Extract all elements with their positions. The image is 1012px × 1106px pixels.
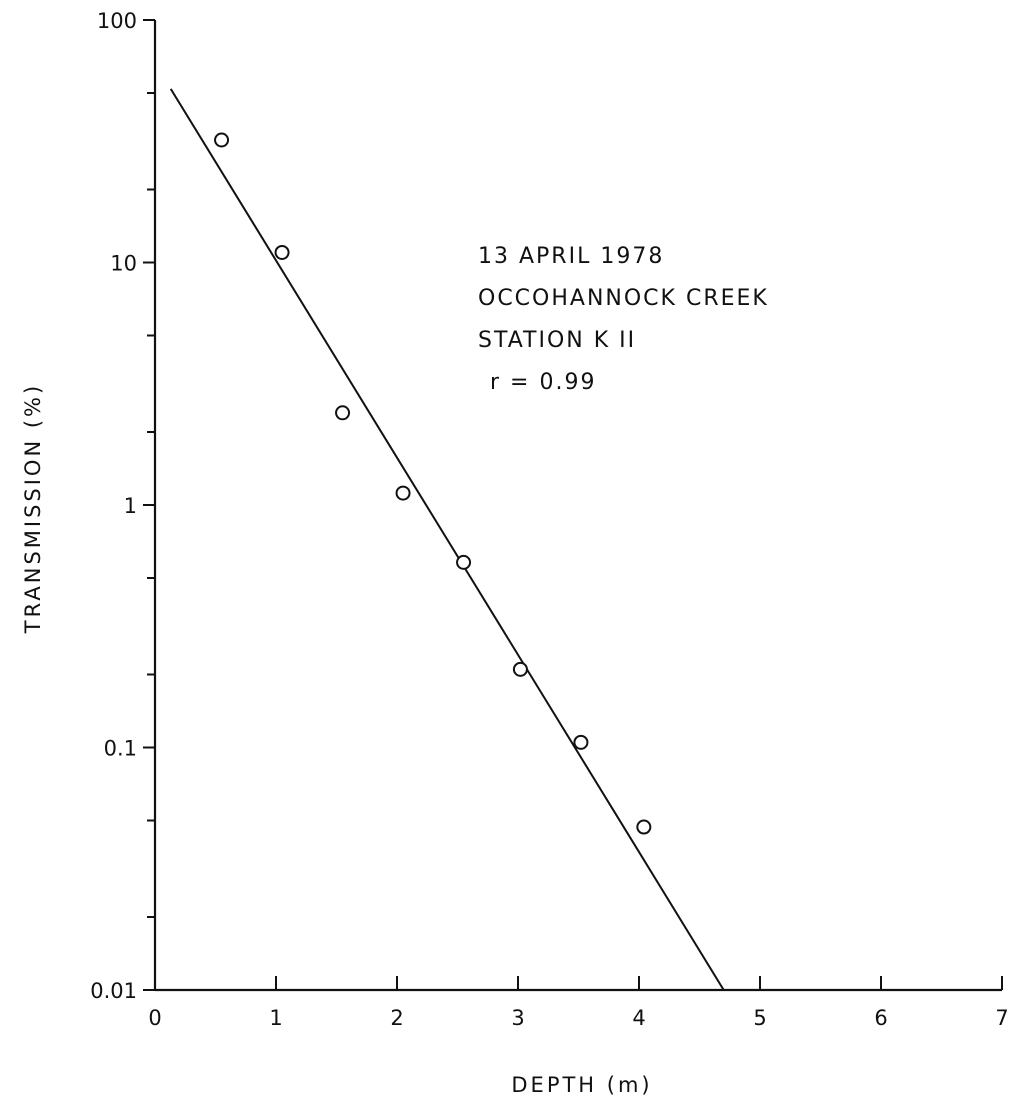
x-tick-label: 6 xyxy=(874,1006,887,1030)
y-tick-label: 1 xyxy=(124,494,137,518)
y-tick-label: 0.1 xyxy=(104,737,137,761)
tick-labels: 0 1 2 3 4 5 6 7 100 10 1 0.1 0.01 xyxy=(90,9,1008,1030)
x-tick-label: 2 xyxy=(390,1006,403,1030)
x-tick-label: 1 xyxy=(269,1006,282,1030)
data-point xyxy=(636,819,652,835)
x-tick-label: 0 xyxy=(148,1006,161,1030)
annotation-line-correlation: r = 0.99 xyxy=(490,370,596,395)
x-axis-title: DEPTH (m) xyxy=(511,1073,652,1097)
y-axis-title: TRANSMISSION (%) xyxy=(21,383,45,634)
x-tick-label: 4 xyxy=(632,1006,645,1030)
annotation-line-date: 13 APRIL 1978 xyxy=(478,244,664,269)
x-tick-label: 3 xyxy=(511,1006,524,1030)
axes xyxy=(143,19,1003,992)
x-tick-label: 5 xyxy=(753,1006,766,1030)
data-points xyxy=(214,132,652,835)
data-point xyxy=(395,485,411,501)
annotation-line-location: OCCOHANNOCK CREEK xyxy=(478,286,769,311)
data-point xyxy=(456,554,472,570)
regression-line xyxy=(169,88,725,991)
annotation-line-station: STATION K II xyxy=(478,328,636,353)
y-tick-label: 10 xyxy=(110,252,137,276)
data-point xyxy=(573,734,589,750)
x-tick-label: 7 xyxy=(995,1006,1008,1030)
fit-line-group xyxy=(169,88,725,991)
data-point xyxy=(335,405,351,421)
y-tick-label: 100 xyxy=(97,9,137,33)
data-point xyxy=(274,244,290,260)
annotation-block: 13 APRIL 1978 OCCOHANNOCK CREEK STATION … xyxy=(478,244,769,395)
data-point xyxy=(214,132,230,148)
y-tick-label: 0.01 xyxy=(90,979,137,1003)
data-point xyxy=(512,661,528,677)
